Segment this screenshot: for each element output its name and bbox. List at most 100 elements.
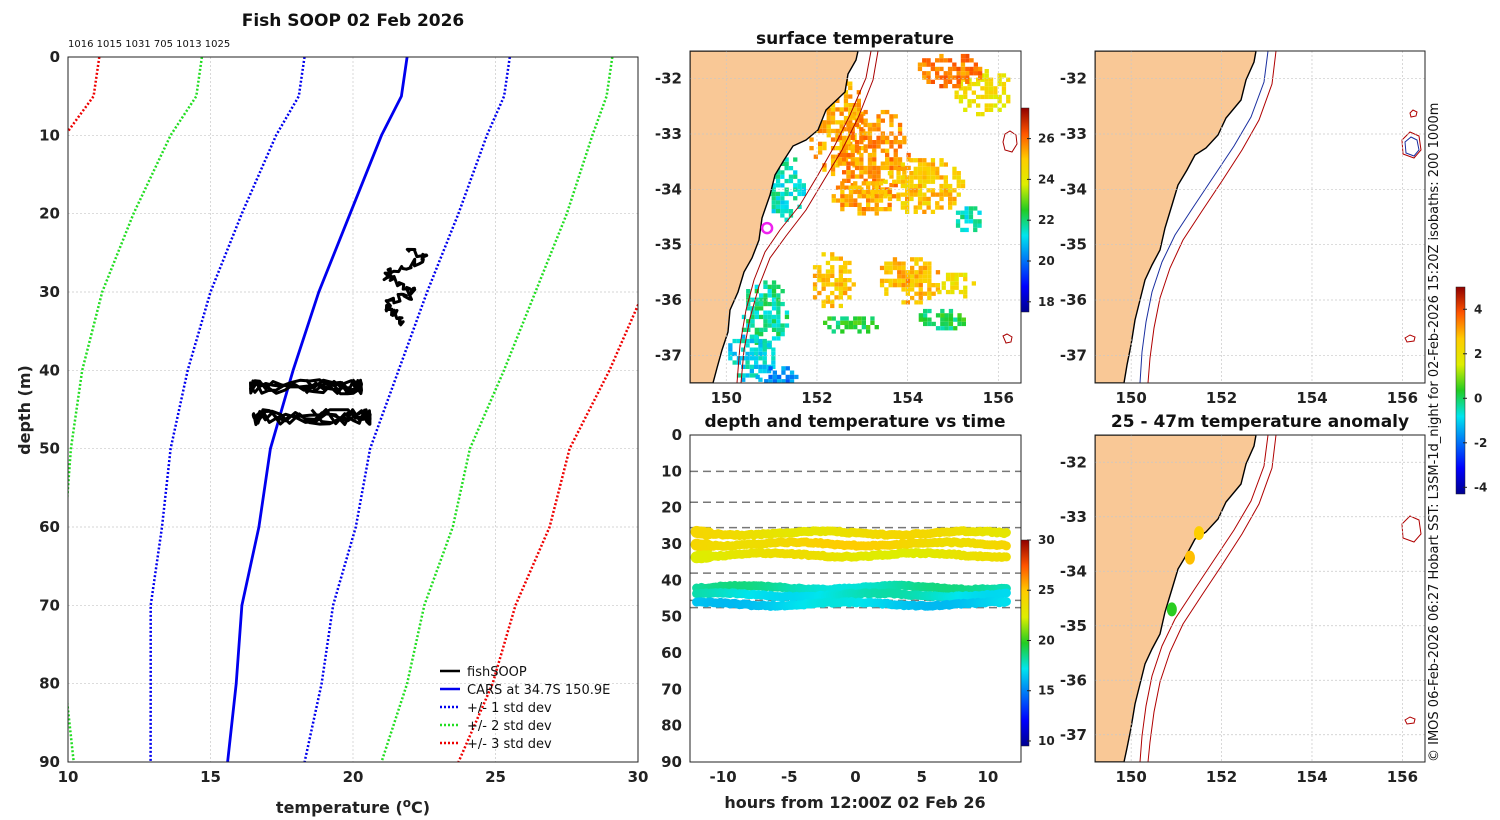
sst-pixel bbox=[885, 157, 890, 162]
std2-upper-line bbox=[380, 57, 614, 762]
legend-label: +/- 3 std dev bbox=[467, 737, 552, 752]
sst-pixel bbox=[746, 289, 751, 294]
sst-pixel bbox=[835, 133, 840, 138]
sst-pixel bbox=[839, 111, 844, 116]
sst-pixel bbox=[922, 162, 927, 167]
sst-pixel bbox=[762, 369, 767, 374]
sst-pixel bbox=[876, 165, 881, 171]
sst-pixel bbox=[993, 94, 998, 100]
sst-pixel bbox=[896, 171, 901, 176]
sst-pixel bbox=[850, 183, 855, 188]
sst-pixel bbox=[887, 196, 893, 202]
sst-pixel bbox=[902, 170, 907, 175]
sst-pixel bbox=[777, 374, 782, 380]
sst-pixel bbox=[861, 189, 866, 195]
isobath-map-panel: 150 152 154 156 -32 -33 -34 -35 -36 -37 bbox=[1060, 50, 1426, 407]
sst-pixel bbox=[750, 310, 755, 315]
sst-pixel bbox=[927, 278, 932, 283]
lon-tick-label: 154 bbox=[1296, 389, 1327, 407]
sst-pixel bbox=[776, 319, 781, 324]
sst-pixel bbox=[885, 135, 890, 140]
sst-pixel bbox=[939, 205, 944, 210]
sst-pixel bbox=[863, 122, 868, 128]
sst-pixel bbox=[941, 281, 946, 286]
sst-pixel bbox=[854, 165, 860, 171]
sst-pixel bbox=[893, 135, 898, 140]
sst-pixel bbox=[775, 174, 781, 179]
sst-pixel bbox=[863, 170, 868, 175]
sst-pixel bbox=[965, 75, 970, 80]
sst-pixel bbox=[952, 175, 957, 180]
sst-pixel bbox=[746, 319, 751, 324]
sst-pixel bbox=[784, 209, 789, 214]
sst-pixel bbox=[838, 295, 843, 300]
colorbar-tick-label: 26 bbox=[1038, 132, 1055, 146]
sst-pixel bbox=[940, 308, 945, 314]
sst-pixel bbox=[884, 291, 889, 296]
sst-pixel bbox=[964, 206, 969, 211]
sst-pixel bbox=[880, 140, 885, 145]
sst-pixel bbox=[848, 81, 853, 86]
sst-pixel bbox=[905, 283, 910, 288]
sst-pixel bbox=[913, 192, 918, 197]
sst-pixel bbox=[874, 189, 879, 195]
lon-tick-label: 154 bbox=[892, 389, 923, 407]
std3-upper-line bbox=[457, 301, 638, 762]
sst-pixel bbox=[939, 183, 944, 189]
sst-pixel bbox=[939, 58, 944, 63]
sst-pixel bbox=[834, 295, 839, 300]
sst-pixel bbox=[825, 278, 831, 283]
anomaly-marker bbox=[1184, 550, 1195, 565]
x-tick-label: 10 bbox=[977, 768, 998, 786]
y-tick-label: 80 bbox=[39, 675, 60, 693]
sst-pixel bbox=[861, 325, 866, 330]
sst-pixel bbox=[856, 107, 861, 112]
sst-pixel bbox=[781, 366, 786, 371]
sst-pixel bbox=[780, 174, 785, 179]
sst-pixel bbox=[958, 77, 964, 82]
sst-pixel bbox=[830, 290, 835, 296]
sst-pixel bbox=[771, 319, 777, 324]
sst-pixel bbox=[926, 175, 931, 180]
sst-pixel bbox=[971, 281, 976, 286]
sst-pixel bbox=[1001, 90, 1007, 95]
lon-tick-label: 152 bbox=[1206, 768, 1237, 786]
sst-pixel bbox=[939, 162, 944, 167]
sst-pixel bbox=[844, 320, 849, 325]
sst-pixel bbox=[830, 154, 836, 159]
colorbar-tick-label: 20 bbox=[1038, 254, 1055, 268]
sst-pixel bbox=[767, 319, 772, 324]
seamount-contour bbox=[1404, 136, 1420, 157]
sst-pixel bbox=[913, 209, 918, 214]
sst-pixel bbox=[775, 204, 781, 209]
lon-tick-label: 152 bbox=[1206, 389, 1237, 407]
sst-pixel bbox=[1006, 99, 1011, 104]
sst-pixel bbox=[917, 66, 923, 72]
sst-pixel bbox=[960, 75, 966, 80]
sst-pixel bbox=[838, 286, 843, 291]
sst-pixel bbox=[767, 340, 772, 345]
sst-pixel bbox=[943, 183, 948, 189]
sst-pixel bbox=[988, 94, 994, 100]
sst-pixel bbox=[910, 265, 915, 271]
sst-pixel bbox=[980, 94, 985, 100]
sst-pixel bbox=[889, 131, 894, 136]
sst-pixel bbox=[745, 343, 750, 348]
sst-pixel bbox=[837, 135, 842, 140]
sst-pixel bbox=[893, 183, 898, 188]
sst-pixel bbox=[835, 154, 840, 159]
anomaly-map-title: 25 - 47m temperature anomaly bbox=[1111, 412, 1409, 432]
sst-pixel bbox=[789, 379, 795, 383]
sst-pixel bbox=[857, 316, 862, 321]
sst-pixel bbox=[853, 202, 858, 207]
sst-pixel bbox=[763, 280, 768, 285]
sst-pixel bbox=[867, 170, 873, 175]
sst-pixel bbox=[866, 198, 871, 203]
lat-tick-label: -34 bbox=[1060, 562, 1087, 580]
colorbar-tick-label: -2 bbox=[1474, 436, 1487, 450]
sst-pixel bbox=[863, 148, 868, 153]
sst-pixel bbox=[883, 194, 888, 199]
sst-pixel bbox=[960, 53, 966, 59]
sst-pixel bbox=[835, 325, 841, 330]
sst-pixel bbox=[876, 114, 881, 119]
